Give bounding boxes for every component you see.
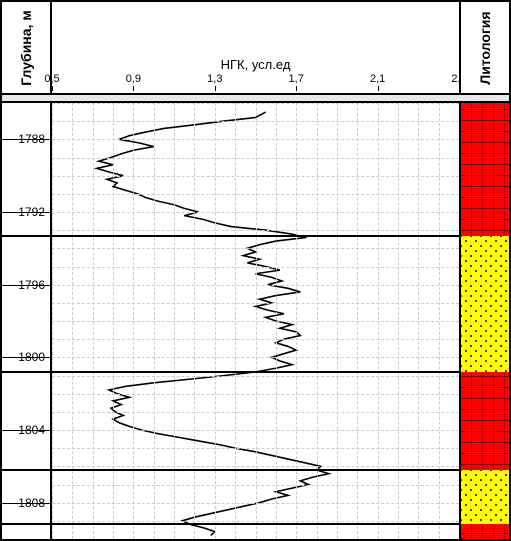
- lithology-red: [461, 103, 509, 236]
- depth-axis-label: Глубина, м: [18, 10, 34, 85]
- grid-h: [52, 267, 459, 268]
- lithology-track: [461, 103, 509, 539]
- x-tick-mark: [296, 86, 297, 91]
- x-tick-label: 1,7: [289, 73, 304, 85]
- grid-h: [52, 121, 459, 122]
- x-tick-mark: [215, 86, 216, 91]
- zone-boundary: [52, 469, 459, 471]
- well-log-panel: Глубина, м НГК, усл.ед 0,50,91,31,72,12,…: [0, 0, 511, 541]
- grid-h: [52, 376, 459, 377]
- x-tick-label: 0,5: [44, 73, 59, 85]
- grid-h: [52, 357, 459, 358]
- grid-h: [52, 339, 459, 340]
- x-tick-label: 1,3: [207, 73, 222, 85]
- grid-v: [459, 103, 460, 539]
- grid-h: [52, 194, 459, 195]
- zone-boundary: [52, 371, 459, 373]
- grid-h: [52, 230, 459, 231]
- lithology-yellow: [461, 470, 509, 525]
- zone-boundary: [52, 235, 459, 237]
- grid-h: [52, 321, 459, 322]
- grid-h: [52, 103, 459, 104]
- grid-h: [52, 248, 459, 249]
- grid-h: [52, 139, 459, 140]
- grid-h: [52, 466, 459, 467]
- zone-boundary: [2, 371, 50, 373]
- depth-tick-line: [2, 357, 50, 358]
- x-tick-mark: [378, 86, 379, 91]
- lithology-red: [461, 524, 509, 539]
- header-spacer: [2, 95, 509, 103]
- zone-boundary: [52, 523, 459, 525]
- depth-tick-line: [2, 212, 50, 213]
- grid-h: [52, 448, 459, 449]
- grid-h: [52, 503, 459, 504]
- grid-h: [52, 485, 459, 486]
- x-tick-label: 2,1: [370, 73, 385, 85]
- depth-tick-line: [2, 285, 50, 286]
- track-row: 178817921796180018041808: [2, 103, 509, 539]
- x-tick-label: 0,9: [126, 73, 141, 85]
- x-tick-mark: [52, 86, 53, 91]
- zone-boundary: [2, 469, 50, 471]
- lithology-red: [461, 372, 509, 470]
- log-track: [52, 103, 461, 539]
- lithology-yellow: [461, 236, 509, 372]
- grid-h: [52, 521, 459, 522]
- grid-h: [52, 430, 459, 431]
- zone-boundary: [2, 523, 50, 525]
- x-axis-ticks: 0,50,91,31,72,12,5: [52, 69, 459, 91]
- depth-track: 178817921796180018041808: [2, 103, 52, 539]
- x-tick-mark: [133, 86, 134, 91]
- grid-h: [52, 412, 459, 413]
- x-tick-mark: [459, 86, 460, 91]
- grid-h: [52, 158, 459, 159]
- grid-h: [52, 285, 459, 286]
- log-header: НГК, усл.ед 0,50,91,31,72,12,5: [52, 2, 461, 93]
- grid-h: [52, 212, 459, 213]
- header-row: Глубина, м НГК, усл.ед 0,50,91,31,72,12,…: [2, 2, 509, 95]
- zone-boundary: [2, 235, 50, 237]
- grid-h: [52, 394, 459, 395]
- grid-h: [52, 303, 459, 304]
- grid-h: [52, 176, 459, 177]
- depth-tick-line: [2, 139, 50, 140]
- depth-tick-line: [2, 503, 50, 504]
- lithology-header: Литология: [461, 2, 509, 93]
- lithology-axis-label: Литология: [477, 11, 493, 84]
- depth-tick-line: [2, 430, 50, 431]
